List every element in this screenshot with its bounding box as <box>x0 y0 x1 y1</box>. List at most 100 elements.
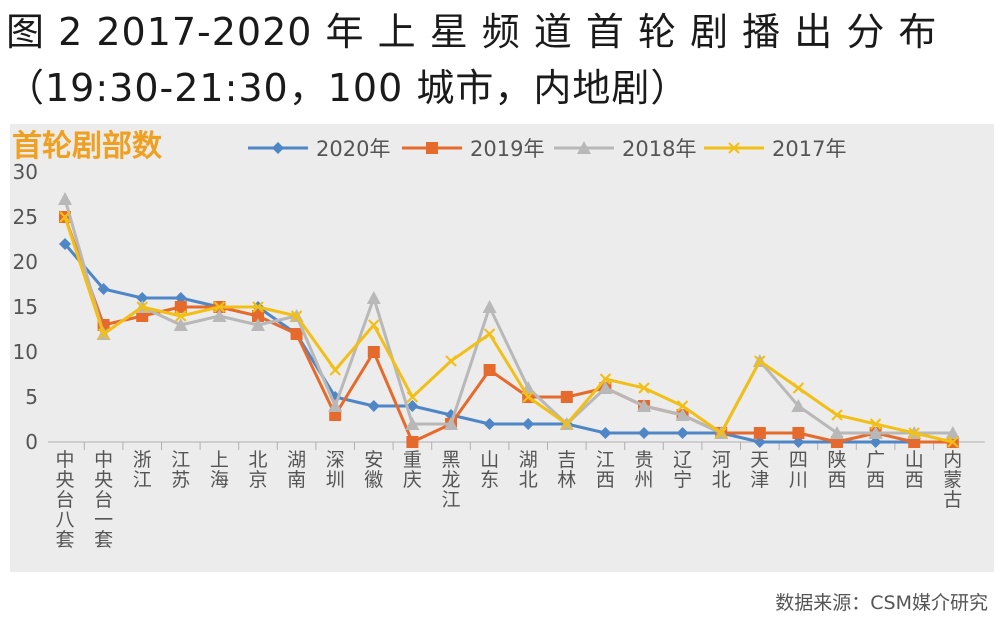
y-tick-label: 0 <box>25 430 38 454</box>
y-tick-label: 10 <box>13 340 38 364</box>
series-2019年 <box>59 211 959 448</box>
data-point <box>213 301 226 313</box>
data-point <box>406 391 419 403</box>
data-point <box>637 399 651 412</box>
legend-item: 2019年 <box>402 137 544 161</box>
x-tick-label: 江西 <box>596 449 615 491</box>
y-tick-label: 30 <box>13 160 38 184</box>
legend-marker <box>426 142 438 154</box>
data-point <box>561 418 573 430</box>
data-point <box>483 418 496 430</box>
x-tick-label: 山西 <box>905 449 924 491</box>
data-point <box>599 427 612 439</box>
x-tick-label: 重庆 <box>403 449 422 491</box>
series-line <box>63 243 953 444</box>
x-tick-label: 中央台一套 <box>94 449 113 551</box>
x-tick-label: 黑龙江 <box>441 449 460 511</box>
series-line <box>63 216 953 444</box>
data-point <box>173 318 188 331</box>
data-point <box>599 373 612 385</box>
data-point <box>367 400 380 412</box>
x-tick-label: 江苏 <box>171 449 190 491</box>
x-tick-label: 中央台八套 <box>55 449 74 551</box>
x-tick-label: 山东 <box>480 449 499 491</box>
y-tick-label: 20 <box>13 250 38 274</box>
data-point <box>59 238 71 250</box>
x-tick-label: 吉林 <box>557 449 576 491</box>
x-tick-label: 湖北 <box>519 449 538 491</box>
legend-marker <box>577 141 591 154</box>
x-tick-label: 深圳 <box>326 449 345 491</box>
data-point <box>753 427 766 439</box>
title-line-1: 图 2 2017-2020 年 上 星 频 道 首 轮 剧 播 出 分 布 <box>6 10 938 54</box>
data-point <box>175 310 187 322</box>
x-tick-label: 北京 <box>248 449 267 491</box>
data-point <box>676 427 689 439</box>
y-axis-title: 首轮剧部数 <box>12 129 163 164</box>
data-point <box>831 409 843 421</box>
x-tick-label: 四川 <box>789 449 808 491</box>
legend-marker <box>272 142 284 154</box>
legend-item: 2018年 <box>554 137 696 161</box>
data-point <box>252 310 264 322</box>
data-point <box>675 408 690 421</box>
data-point <box>522 391 534 403</box>
data-point <box>598 381 613 394</box>
data-point <box>791 399 806 412</box>
series-2020年 <box>59 238 959 448</box>
data-point <box>251 318 265 331</box>
data-source-note: 数据来源：CSM媒介研究 <box>775 592 988 614</box>
data-point <box>366 291 381 304</box>
data-point <box>792 427 805 439</box>
data-point <box>212 309 227 322</box>
data-point <box>136 292 149 304</box>
data-point <box>792 382 805 394</box>
data-point <box>754 355 766 367</box>
series-line <box>63 198 953 435</box>
data-point <box>830 426 844 439</box>
series-line <box>63 216 954 444</box>
y-tick-label: 5 <box>25 385 38 409</box>
data-point <box>522 418 535 430</box>
data-point <box>868 426 883 439</box>
data-point <box>444 417 458 430</box>
line-chart: 首轮剧部数 2020年 2019年 2018年 2017年 051015202530 … <box>12 129 985 551</box>
data-point <box>560 391 573 403</box>
data-point <box>406 400 419 412</box>
x-tick-label: 河北 <box>712 449 731 491</box>
series-2017年 <box>59 211 959 448</box>
data-point <box>329 364 341 376</box>
data-point <box>908 427 920 439</box>
data-point <box>483 328 496 340</box>
legend-label: 2019年 <box>470 137 544 161</box>
legend-label: 2020年 <box>316 137 390 161</box>
x-tick-label: 广西 <box>866 449 885 491</box>
y-tick-label: 25 <box>13 205 38 229</box>
data-point <box>136 301 148 313</box>
data-point <box>483 364 496 376</box>
data-point <box>715 427 727 439</box>
y-tick-label: 15 <box>13 295 38 319</box>
data-point <box>97 283 110 295</box>
x-tick-label: 陕西 <box>827 449 846 491</box>
data-point <box>947 436 959 448</box>
data-point <box>58 192 72 205</box>
data-point <box>676 400 689 412</box>
chart-title: 图 2 2017-2020 年 上 星 频 道 首 轮 剧 播 出 分 布 （1… <box>6 4 996 116</box>
data-point <box>290 310 303 322</box>
x-tick-label: 浙江 <box>133 449 152 491</box>
legend-label: 2018年 <box>622 137 696 161</box>
x-tick-label: 天津 <box>750 449 769 491</box>
data-point <box>638 427 650 439</box>
x-tick-label: 内蒙古 <box>943 449 962 511</box>
data-point <box>59 211 71 223</box>
series-2018年 <box>58 192 960 439</box>
data-point <box>406 436 419 448</box>
data-point <box>97 328 110 340</box>
data-point <box>482 300 497 313</box>
chart-panel: 首轮剧部数 2020年 2019年 2018年 2017年 0 5 10 15 20 25 30 … <box>10 124 994 572</box>
data-point <box>445 355 457 367</box>
data-point <box>174 301 187 313</box>
data-point <box>945 426 960 439</box>
data-point <box>290 328 303 340</box>
